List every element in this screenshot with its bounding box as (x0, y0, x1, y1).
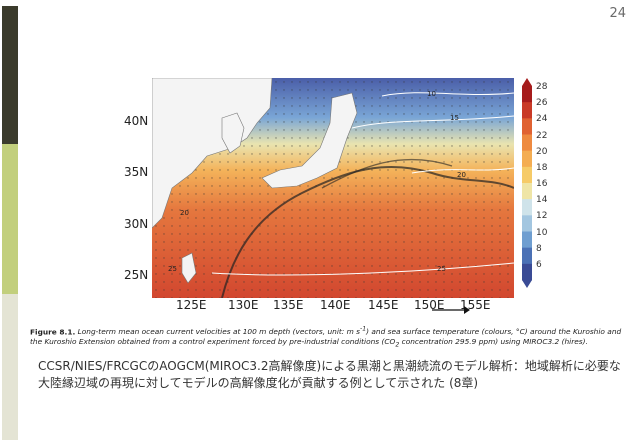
colorbar-cell (522, 86, 532, 103)
caption-text: ) and sea surface temperature (colours, … (30, 327, 622, 347)
colorbar-cell (522, 215, 532, 232)
colorbar-tick-label: 24 (536, 114, 548, 125)
figure-caption: Figure 8.1. Long-term mean ocean current… (30, 325, 630, 351)
lon-label-145e: 145E (368, 298, 399, 312)
contour-10 (381, 92, 514, 97)
colorbar-tick-label: 22 (536, 130, 548, 141)
lat-label-35n: 35N (124, 165, 149, 179)
contour-label: 10 (427, 90, 436, 98)
japan-islands (261, 92, 358, 189)
contour-label: 20 (180, 209, 189, 217)
caption-text: concentration 295.9 ppm) using MIROC3.2 … (399, 337, 588, 347)
lat-label-30n: 30N (124, 217, 149, 231)
contour-label: 20 (457, 171, 466, 179)
caption-sup: -1 (360, 326, 367, 333)
contour-label: 25 (168, 265, 177, 273)
colorbar-cell (522, 102, 532, 119)
colorbar-tick-label: 10 (536, 227, 548, 238)
lon-label-135e: 135E (273, 298, 304, 312)
contour-label: 15 (450, 114, 459, 122)
lat-label-40n: 40N (124, 114, 149, 128)
page-number: 24 (609, 6, 626, 21)
asian-continent (152, 78, 273, 229)
lon-label-140e: 140E (320, 298, 351, 312)
colorbar-tick-label: 28 (536, 82, 548, 92)
colorbar-cell (522, 150, 532, 168)
colorbar-cell (522, 199, 532, 216)
contour-20 (411, 167, 514, 174)
lon-label-150e: 150E (414, 298, 445, 312)
korean-peninsula (221, 112, 245, 154)
colorbar-cell (522, 118, 532, 135)
accent-bar-light (2, 144, 18, 294)
colorbar-cell (522, 263, 532, 281)
colorbar-tick-label: 12 (536, 211, 548, 222)
colorbar-tick-label: 20 (536, 146, 548, 157)
colorbar-tick-label: 6 (536, 259, 542, 270)
colorbar-tick-label: 16 (536, 179, 548, 189)
vector-scale-arrow (432, 306, 470, 314)
sst-current-map: 10 15 20 20 25 25 (152, 78, 514, 298)
caption-sub: 2 (395, 341, 400, 349)
colorbar-cell (522, 231, 532, 249)
caption-text: Long-term mean ocean current velocities … (75, 327, 361, 337)
colorbar-cell (522, 134, 532, 152)
colorbar-tick-label: 14 (536, 195, 548, 206)
caption-label: Figure 8.1. (30, 327, 76, 337)
slide-description: CCSR/NIES/FRCGCのAOGCM(MIROC3.2高解像度)による黒潮… (38, 359, 621, 390)
contour-15 (351, 115, 514, 129)
colorbar-cell (522, 247, 532, 265)
colorbar-tick-label: 8 (536, 243, 542, 254)
contour-label: 25 (437, 265, 446, 273)
contour-25 (211, 262, 514, 276)
colorbar-tick-label: 26 (536, 98, 548, 109)
lon-label-125e: 125E (176, 298, 207, 312)
lat-label-25n: 25N (124, 268, 149, 282)
colorbar-cell (522, 166, 532, 184)
accent-bar-dark (2, 6, 18, 144)
sst-colorbar (522, 78, 532, 288)
taiwan-island (181, 252, 197, 284)
accent-bar-pale (2, 294, 18, 440)
colorbar-cell (522, 183, 532, 200)
lon-label-130e: 130E (228, 298, 259, 312)
colorbar-tick-label: 18 (536, 162, 548, 173)
kuroshio-extension (321, 158, 453, 189)
